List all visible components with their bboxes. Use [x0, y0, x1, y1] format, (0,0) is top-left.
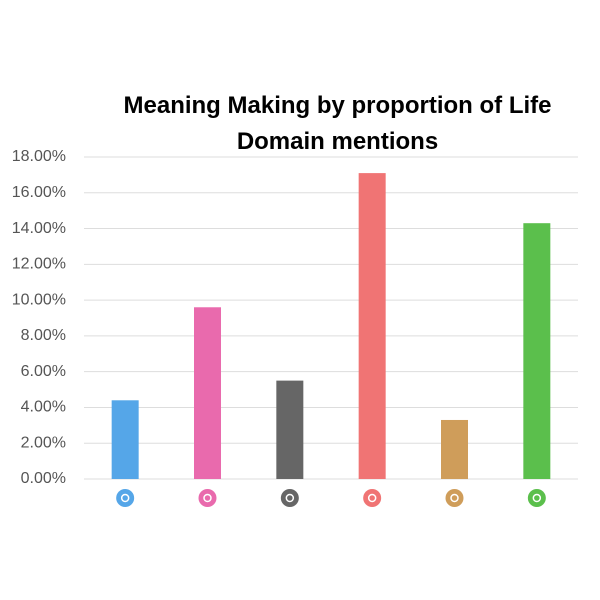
category-icon: [363, 489, 382, 507]
category-icon: [116, 489, 135, 507]
category-icon: [280, 489, 299, 507]
y-tick-label: 0.00%: [21, 470, 66, 487]
bar: [276, 380, 304, 479]
y-tick-label: 16.00%: [12, 184, 66, 201]
category-icon-glyph: [532, 493, 542, 503]
y-tick-label: 12.00%: [12, 256, 66, 273]
y-tick-label: 4.00%: [21, 399, 66, 416]
bar: [358, 173, 386, 479]
bar: [523, 223, 551, 479]
category-icon-glyph: [285, 493, 295, 503]
y-tick-label: 8.00%: [21, 327, 66, 344]
y-tick-label: 18.00%: [12, 148, 66, 165]
category-icon-glyph: [203, 493, 212, 503]
category-icon: [198, 489, 217, 507]
chart-title: Meaning Making by proportion of Life Dom…: [123, 92, 552, 155]
bar: [441, 419, 468, 479]
category-icon-glyph: [367, 493, 377, 503]
category-icon-glyph: [120, 493, 130, 503]
y-tick-label: 6.00%: [21, 363, 66, 380]
category-icon: [527, 489, 546, 507]
bar: [194, 307, 221, 479]
y-tick-label: 10.00%: [12, 291, 66, 308]
y-tick-label: 2.00%: [21, 434, 66, 451]
bar: [111, 400, 139, 479]
category-icon-glyph: [450, 493, 459, 503]
y-tick-label: 14.00%: [12, 220, 66, 237]
category-icon: [445, 489, 464, 507]
